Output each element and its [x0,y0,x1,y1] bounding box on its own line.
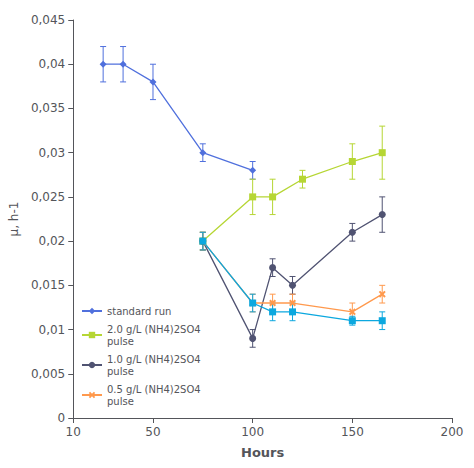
svg-text:Hours: Hours [241,445,284,460]
svg-text:standard run: standard run [107,306,171,317]
svg-text:10: 10 [66,425,81,439]
svg-text:50: 50 [145,425,160,439]
svg-text:0,04: 0,04 [39,57,66,71]
svg-text:2.0 g/L (NH4)2SO4: 2.0 g/L (NH4)2SO4 [107,324,201,335]
svg-text:0.5 g/L (NH4)2SO4: 0.5 g/L (NH4)2SO4 [107,384,201,395]
svg-text:0,03: 0,03 [39,146,66,160]
svg-text:0,035: 0,035 [31,101,65,115]
svg-text:0,045: 0,045 [31,13,65,27]
svg-text:100: 100 [241,425,264,439]
svg-text:μ, h-1: μ, h-1 [7,202,21,237]
svg-text:1.0 g/L (NH4)2SO4: 1.0 g/L (NH4)2SO4 [107,354,201,365]
svg-text:150: 150 [341,425,364,439]
svg-text:0,01: 0,01 [39,323,66,337]
svg-text:0,005: 0,005 [31,367,65,381]
svg-text:0,015: 0,015 [31,278,65,292]
svg-text:200: 200 [441,425,464,439]
svg-text:pulse: pulse [107,336,134,347]
svg-text:pulse: pulse [107,396,134,407]
svg-text:0: 0 [58,411,66,425]
svg-text:0,02: 0,02 [39,234,66,248]
svg-text:0,025: 0,025 [31,190,65,204]
svg-text:pulse: pulse [107,366,134,377]
